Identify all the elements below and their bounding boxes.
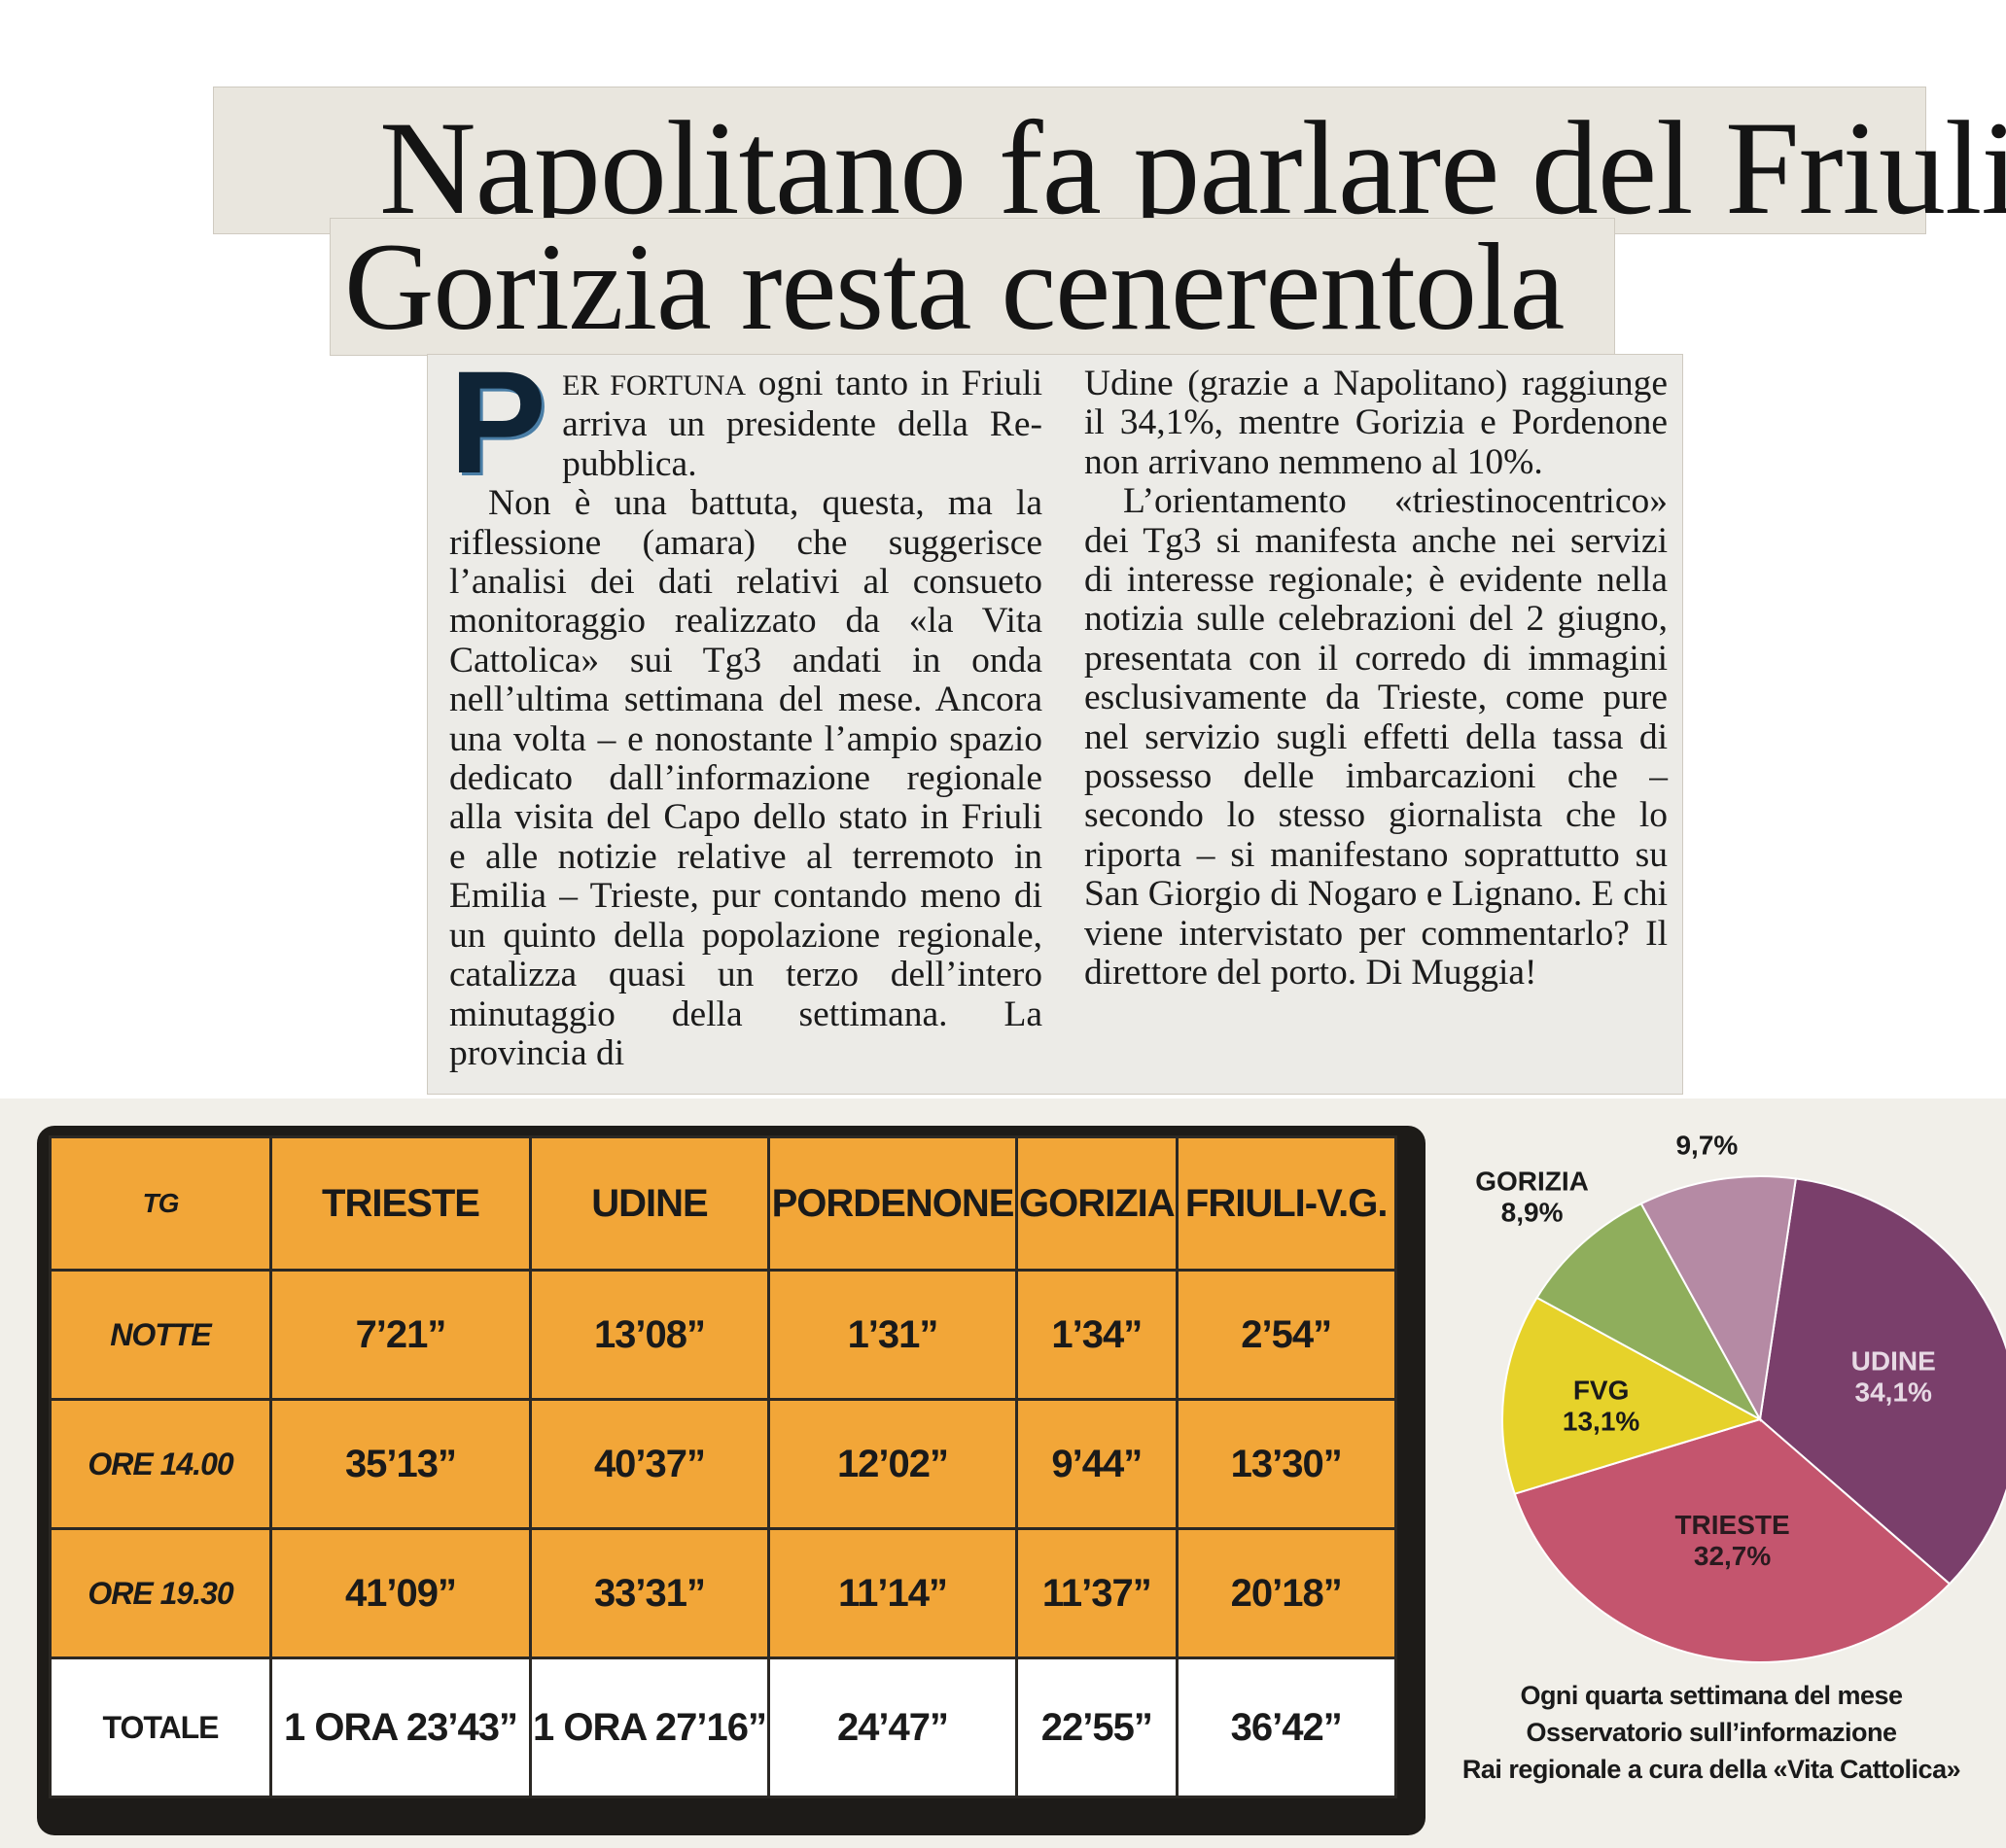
table-cell: 24’47” <box>767 1656 1018 1798</box>
table-header-cell: TG <box>49 1135 272 1272</box>
table-cell: 2’54” <box>1175 1269 1397 1401</box>
table-cell: 13’30” <box>1175 1398 1397 1530</box>
lead-text: ogni tanto in Friuli arriva un president… <box>562 364 1042 484</box>
row-label: TOTALE <box>49 1656 272 1798</box>
table-cell: 22’55” <box>1015 1656 1179 1798</box>
table-cell: 33’31” <box>529 1527 770 1659</box>
table-row: NOTTE 7’21” 13’08” 1’31” 1’34” 2’54” <box>49 1269 1397 1401</box>
drop-cap: P <box>449 340 547 504</box>
headline-strip-2: Gorizia resta cenerentola <box>331 219 1614 355</box>
row-label: NOTTE <box>49 1269 272 1401</box>
pie-label-pordenone: PORDENONE9,7% <box>1619 1098 1794 1160</box>
table-cell: 9’44” <box>1015 1398 1179 1530</box>
table-header-cell: TRIESTE <box>269 1135 532 1272</box>
table-cell: 40’37” <box>529 1398 770 1530</box>
pie-label-name: FVG <box>1573 1376 1630 1406</box>
article-column-right: Udine (grazie a Napolitano) raggiun­ge i… <box>1084 364 1668 994</box>
table-total-row: TOTALE 1 ORA 23’43” 1 ORA 27’16” 24’47” … <box>49 1656 1397 1798</box>
table-cell: 36’42” <box>1175 1656 1397 1798</box>
pie-slice-fvg <box>1501 1296 1763 1495</box>
chart-caption: Ogni quarta settimana del mese Osservato… <box>1459 1677 1964 1788</box>
caption-line: Ogni quarta settimana del mese <box>1520 1681 1903 1710</box>
pie-chart: UDINE 34,1% TRIESTE 32,7% FVG 13,1% GORIZIA 8,9… <box>1390 1098 2006 1672</box>
table-header-row: TG TRIESTE UDINE PORDENONE GORIZIA FRIUL… <box>49 1135 1397 1272</box>
lead-smallcaps: ER FORTUNA <box>562 369 747 401</box>
table-header-cell: PORDENONE <box>767 1135 1018 1272</box>
pie-slice-gorizia <box>1535 1202 1763 1422</box>
table-cell: 11’14” <box>767 1527 1018 1659</box>
pie-slice-trieste <box>1513 1417 1952 1663</box>
table-cell: 1 ORA 23’43” <box>269 1656 532 1798</box>
row-label: ORE 14.00 <box>49 1398 272 1530</box>
pie-label-value: 32,7% <box>1694 1541 1771 1571</box>
table-header-cell: FRIULI-V.G. <box>1175 1135 1397 1272</box>
headline-strip-1: Napolitano fa parlare del Friuli. <box>214 87 2006 241</box>
table-cell: 1’34” <box>1015 1269 1179 1401</box>
article-paragraph: Udine (grazie a Napolitano) raggiun­ge i… <box>1084 364 1668 482</box>
table-cell: 20’18” <box>1175 1527 1397 1659</box>
caption-line: Rai regionale a cura della «Vita Cattoli… <box>1461 1755 1961 1784</box>
table-row: ORE 19.30 41’09” 33’31” 11’14” 11’37” 20… <box>49 1527 1397 1659</box>
headline-line-1: Napolitano fa parlare del Friuli. <box>379 93 2006 242</box>
table-row: ORE 14.00 35’13” 40’37” 12’02” 9’44” 13’… <box>49 1398 1397 1530</box>
table-cell: 11’37” <box>1015 1527 1179 1659</box>
pie-label-value: 8,9% <box>1501 1198 1564 1228</box>
row-label: ORE 19.30 <box>49 1527 272 1659</box>
minutes-table: TG TRIESTE UDINE PORDENONE GORIZIA FRIUL… <box>49 1135 1397 1798</box>
pie-label-name: TRIESTE <box>1674 1510 1789 1540</box>
pie-label-value: 13,1% <box>1563 1407 1639 1437</box>
pie-slice-pordenone <box>1639 1175 1798 1423</box>
article-paragraph: L’orientamento «triestinocentri­co» dei … <box>1084 481 1668 994</box>
table-cell: 1 ORA 27’16” <box>529 1656 770 1798</box>
table-header-cell: GORIZIA <box>1015 1135 1179 1272</box>
pie-label-value: 9,7% <box>1675 1130 1738 1160</box>
table-cell: 1’31” <box>767 1269 1018 1401</box>
table-cell: 12’02” <box>767 1398 1018 1530</box>
article-body: P ER FORTUNA ogni tanto in Friuli arriva … <box>428 340 1682 1094</box>
pie-label-name: UDINE <box>1851 1346 1936 1377</box>
table-cell: 41’09” <box>269 1527 532 1659</box>
pie-label-value: 34,1% <box>1855 1377 1932 1408</box>
pie-label-name: PORDENONE <box>1619 1128 1794 1129</box>
pie-label-name: GORIZIA <box>1475 1167 1589 1197</box>
article-paragraph: Non è una battuta, questa, ma la rifless… <box>449 483 1042 1073</box>
table-cell: 35’13” <box>269 1398 532 1530</box>
table-cell: 13’08” <box>529 1269 770 1401</box>
pie-slice-udine <box>1758 1177 2006 1586</box>
table-cell: 7’21” <box>269 1269 532 1401</box>
caption-line: Osservatorio sull’informazione <box>1526 1718 1897 1747</box>
table-header-cell: UDINE <box>529 1135 770 1272</box>
headline-line-2: Gorizia resta cenerentola <box>344 218 1565 356</box>
article-column-left: P ER FORTUNA ogni tanto in Friuli arriva … <box>449 340 1042 1073</box>
article-paragraph: P ER FORTUNA ogni tanto in Friuli arriva … <box>449 340 1042 504</box>
